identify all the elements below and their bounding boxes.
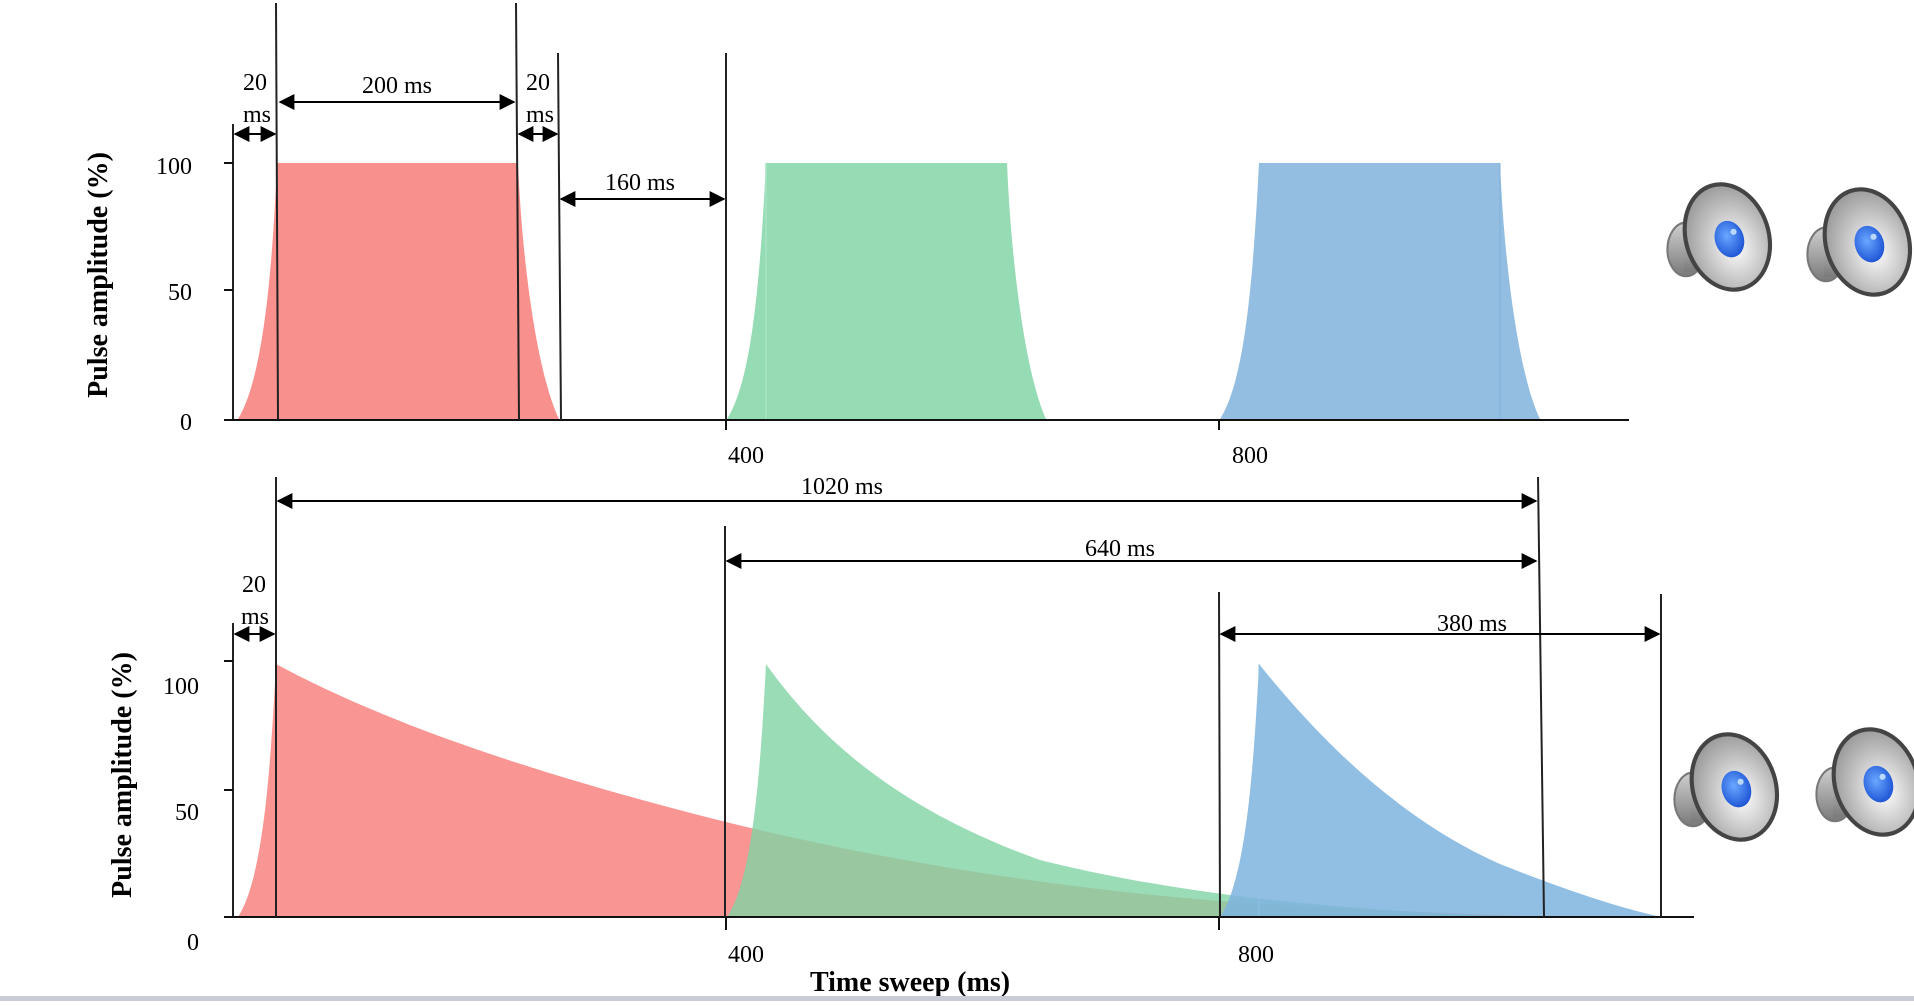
top-blue-pulse <box>1220 163 1540 419</box>
bottom-blue-pulse <box>1220 664 1661 917</box>
top-rise-label-2: ms <box>243 102 271 128</box>
speaker-icon <box>1674 723 1790 851</box>
span-1020-label: 1020 ms <box>801 474 883 500</box>
bottom-panel: 20 ms 1020 ms 640 ms 380 ms 100 50 0 400… <box>107 474 1694 998</box>
bottom-ytick-50: 50 <box>175 800 199 826</box>
bottom-rise-label-2: ms <box>241 604 269 630</box>
top-green-pulse <box>727 163 1046 419</box>
speaker-icon <box>1667 173 1783 301</box>
top-ytick-50: 50 <box>168 280 192 306</box>
top-y-axis-label: Pulse amplitude (%) <box>83 152 114 398</box>
bottom-y-axis-label: Pulse amplitude (%) <box>107 652 138 898</box>
top-fall-label-1: 20 <box>526 70 550 96</box>
top-red-pulse <box>238 163 559 419</box>
top-ytick-0: 0 <box>180 410 192 436</box>
top-plateau-label: 200 ms <box>362 73 432 99</box>
top-gap-label: 160 ms <box>605 170 675 196</box>
bottom-green-pulse <box>727 664 1545 917</box>
bottom-ytick-0: 0 <box>187 930 199 956</box>
x-axis-label: Time sweep (ms) <box>810 967 1010 998</box>
speaker-icon <box>1807 178 1914 306</box>
top-fall-label-2: ms <box>526 102 554 128</box>
bottom-ytick-100: 100 <box>163 674 199 700</box>
bottom-border <box>0 996 1914 1001</box>
span-380-label: 380 ms <box>1437 611 1507 637</box>
top-xtick-800: 800 <box>1232 443 1268 469</box>
speaker-icon <box>1816 718 1914 846</box>
top-ytick-100: 100 <box>156 154 192 180</box>
top-xtick-400: 400 <box>728 443 764 469</box>
bottom-xtick-800: 800 <box>1238 942 1274 968</box>
bottom-rise-label-1: 20 <box>242 572 266 598</box>
span-640-label: 640 ms <box>1085 536 1155 562</box>
top-panel: 20 ms 200 ms 20 ms 160 ms 100 50 0 400 8… <box>83 2 1629 469</box>
bottom-red-pulse <box>238 664 1544 917</box>
top-rise-label-1: 20 <box>243 70 267 96</box>
bottom-xtick-400: 400 <box>728 942 764 968</box>
